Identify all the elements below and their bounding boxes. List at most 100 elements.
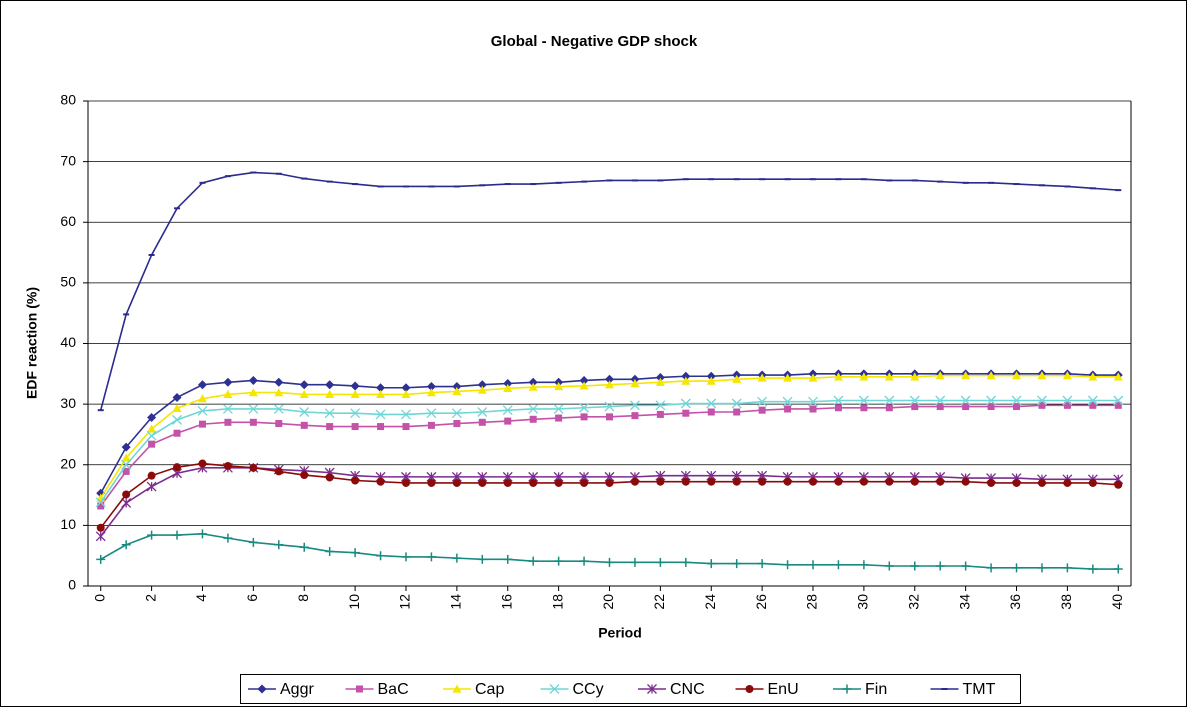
marker	[172, 414, 182, 425]
marker	[549, 684, 560, 694]
marker	[605, 380, 614, 389]
x-tick-label: 0	[91, 594, 107, 602]
marker	[503, 379, 513, 389]
marker	[426, 552, 436, 562]
marker	[935, 371, 945, 380]
marker	[808, 396, 818, 407]
marker	[427, 478, 436, 487]
marker	[351, 423, 359, 431]
marker	[528, 382, 538, 391]
marker	[172, 403, 182, 412]
marker	[223, 533, 233, 543]
marker	[757, 396, 768, 407]
marker	[707, 408, 715, 416]
marker	[248, 404, 259, 414]
marker	[885, 477, 894, 486]
marker	[782, 396, 793, 407]
marker	[605, 557, 614, 567]
marker	[122, 467, 130, 475]
marker	[146, 481, 157, 492]
x-tick-label: 14	[448, 594, 464, 610]
marker	[808, 373, 818, 382]
marker	[248, 537, 258, 547]
marker	[350, 381, 360, 391]
marker	[1089, 401, 1097, 409]
marker	[655, 372, 665, 382]
marker	[630, 477, 639, 486]
marker	[732, 374, 742, 383]
marker	[1114, 401, 1122, 409]
marker	[401, 389, 411, 399]
marker	[273, 404, 284, 414]
marker	[987, 403, 995, 411]
marker	[936, 403, 944, 411]
x-tick-label: 24	[702, 594, 718, 610]
x-tick-label: 22	[651, 594, 667, 610]
marker	[173, 429, 181, 437]
marker	[452, 553, 462, 563]
marker	[121, 459, 132, 470]
marker	[197, 380, 207, 390]
marker	[606, 413, 613, 421]
marker	[961, 371, 971, 380]
marker	[962, 403, 970, 411]
x-tick-label: 20	[600, 594, 616, 610]
marker	[681, 557, 691, 567]
marker	[1088, 564, 1098, 574]
marker	[529, 415, 537, 423]
marker	[248, 375, 258, 385]
marker	[426, 388, 436, 397]
marker	[121, 540, 131, 550]
marker	[630, 557, 640, 567]
y-tick-label: 20	[60, 455, 76, 471]
marker	[299, 389, 309, 399]
marker	[325, 546, 335, 556]
marker	[324, 408, 335, 419]
y-tick-label: 10	[60, 516, 76, 532]
marker	[376, 383, 386, 393]
marker	[274, 388, 284, 397]
x-tick-label: 34	[956, 594, 972, 610]
marker	[681, 477, 690, 486]
legend-label: TMT	[963, 681, 996, 698]
marker	[477, 407, 488, 417]
marker	[300, 421, 308, 429]
marker	[95, 497, 106, 508]
marker	[257, 684, 267, 694]
marker	[453, 420, 461, 428]
marker	[376, 551, 386, 561]
marker	[477, 385, 487, 394]
marker	[1113, 395, 1124, 406]
marker	[758, 477, 767, 486]
marker	[452, 684, 462, 693]
marker	[121, 497, 132, 508]
y-tick-label: 0	[68, 577, 76, 593]
x-tick-label: 40	[1109, 594, 1125, 610]
marker	[478, 478, 487, 487]
marker	[375, 409, 386, 420]
marker	[1037, 395, 1047, 406]
marker	[757, 373, 767, 382]
marker	[986, 395, 997, 406]
marker	[1063, 401, 1071, 409]
legend-label: BaC	[378, 681, 409, 698]
marker	[529, 478, 538, 487]
marker	[579, 556, 589, 566]
marker	[656, 477, 665, 486]
marker	[350, 389, 360, 399]
marker	[1012, 563, 1022, 573]
marker	[528, 404, 539, 414]
marker	[1012, 478, 1021, 487]
x-tick-label: 18	[549, 594, 565, 610]
x-tick-label: 16	[498, 594, 514, 610]
marker	[326, 423, 334, 431]
marker	[935, 561, 945, 571]
marker	[356, 685, 363, 693]
x-tick-label: 32	[905, 594, 921, 610]
marker	[808, 560, 818, 570]
marker	[173, 463, 182, 472]
marker	[757, 559, 767, 569]
